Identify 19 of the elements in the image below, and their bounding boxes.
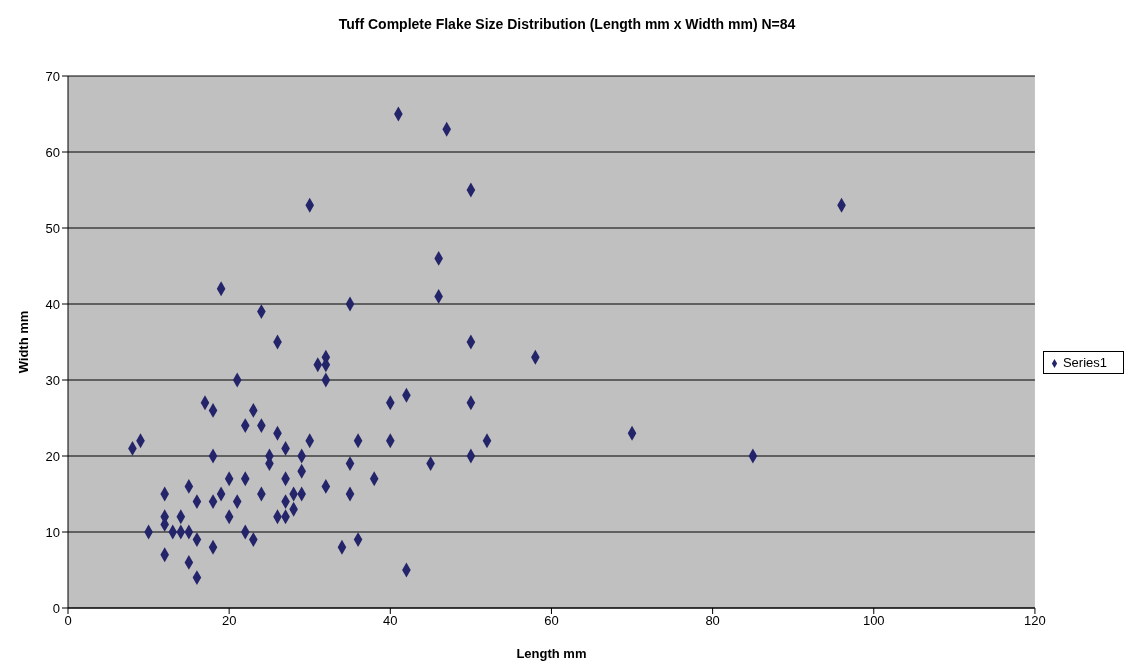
legend-label: Series1 <box>1062 354 1107 370</box>
y-tick-label: 30 <box>45 372 60 388</box>
x-tick-label: 60 <box>544 613 559 629</box>
x-tick-label: 100 <box>862 613 885 629</box>
x-tick-label: 40 <box>383 613 398 629</box>
y-tick-label: 20 <box>45 448 60 464</box>
x-tick-label: 120 <box>1024 613 1046 629</box>
chart-title: Tuff Complete Flake Size Distribution (Length mm x Width mm) N=84 <box>337 15 797 34</box>
y-tick-label: 60 <box>45 144 60 160</box>
y-tick-label: 70 <box>45 68 60 84</box>
y-tick-label: 50 <box>45 220 60 236</box>
x-axis-title: Length mm <box>516 646 587 661</box>
x-tick-label: 0 <box>64 613 72 629</box>
y-axis-title: Width mm <box>15 310 31 374</box>
x-tick-label: 80 <box>705 613 720 629</box>
y-tick-label: 0 <box>52 600 60 616</box>
y-tick-label: 10 <box>45 524 60 540</box>
y-tick-label: 40 <box>45 296 60 312</box>
x-tick-label: 20 <box>221 613 237 629</box>
